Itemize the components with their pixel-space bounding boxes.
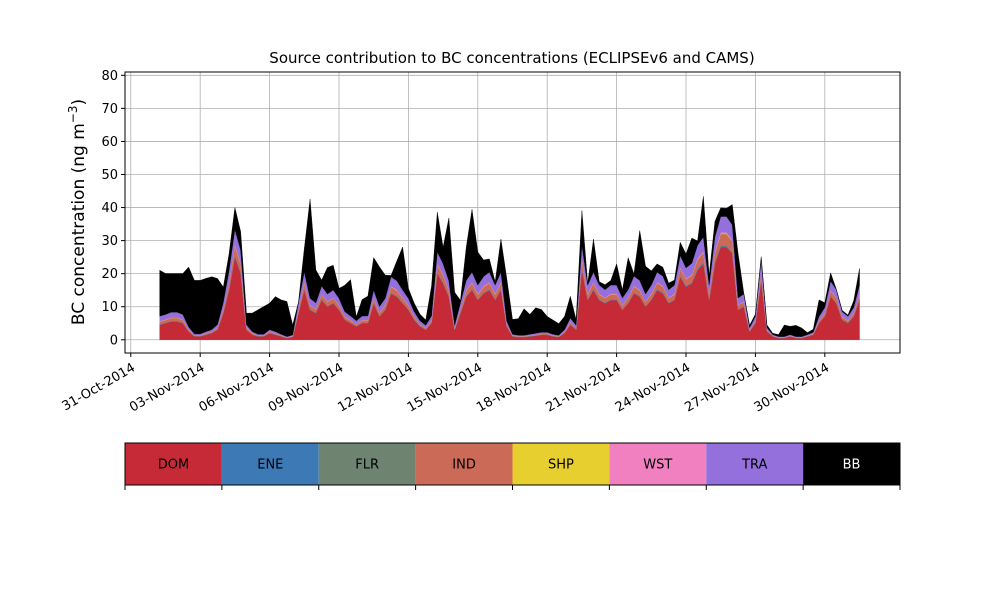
legend-swatch-tra [706,443,804,485]
legend-frame [124,442,901,486]
y-axis-label: BC concentration (ng m−3) [66,99,89,325]
y-tick-label: 30 [101,234,118,249]
legend-label-ene: ENE [257,458,283,473]
y-tick-label: 0 [110,333,118,348]
legend-label-tra: TRA [741,458,767,473]
y-tick-label: 20 [101,267,118,282]
y-axis-label-main: BC concentration (ng m [69,123,89,325]
legend-label-dom: DOM [158,458,189,473]
stacked-areas [159,196,860,340]
y-tick-label: 40 [101,201,118,216]
legend-swatch-bb [803,443,900,485]
x-axis: 31-Oct-201403-Nov-201406-Nov-201409-Nov-… [60,353,832,415]
legend-swatch-ene [221,443,319,485]
legend-label-wst: WST [643,458,672,473]
legend-label-flr: FLR [355,458,379,473]
x-tick-label: 21-Nov-2014 [544,360,624,415]
legend-colorbar: DOM ENE FLR IND SHP WST TRA BB [124,442,901,490]
y-tick-label: 80 [101,69,118,84]
legend-label-bb: BB [843,458,861,473]
x-tick-label: 15-Nov-2014 [405,360,485,415]
legend-swatch-dom [125,443,222,485]
x-tick-label: 31-Oct-2014 [60,360,138,414]
legend-label-ind: IND [452,458,476,473]
y-axis-label-superscript: −3 [66,105,80,123]
legend-label-shp: SHP [548,458,574,473]
legend-swatch-wst [609,443,707,485]
x-tick-label: 30-Nov-2014 [752,360,832,415]
x-tick-label: 27-Nov-2014 [682,360,762,415]
y-tick-label: 70 [101,102,118,117]
y-tick-label: 10 [101,300,118,315]
legend-swatch-shp [512,443,610,485]
x-tick-label: 12-Nov-2014 [335,360,415,415]
y-tick-label: 50 [101,168,118,183]
legend-swatch-ind [415,443,513,485]
legend-swatch-flr [318,443,416,485]
x-tick-label: 09-Nov-2014 [266,360,346,415]
x-tick-label: 18-Nov-2014 [474,360,554,415]
x-tick-label: 03-Nov-2014 [127,360,207,415]
plot-frame [124,71,901,354]
x-tick-label: 24-Nov-2014 [613,360,693,415]
y-axis-label-tail: ) [69,99,89,106]
y-axis: 0 10 20 30 40 50 60 70 80 [101,69,125,348]
x-tick-label: 06-Nov-2014 [197,360,277,415]
area-series-bb [159,196,860,337]
y-tick-label: 60 [101,135,118,150]
chart-title: Source contribution to BC concentrations… [269,49,754,67]
